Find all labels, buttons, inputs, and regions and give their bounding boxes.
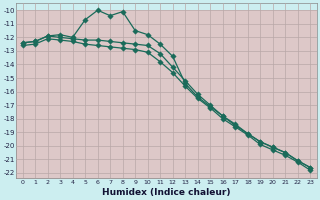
X-axis label: Humidex (Indice chaleur): Humidex (Indice chaleur) <box>102 188 231 197</box>
